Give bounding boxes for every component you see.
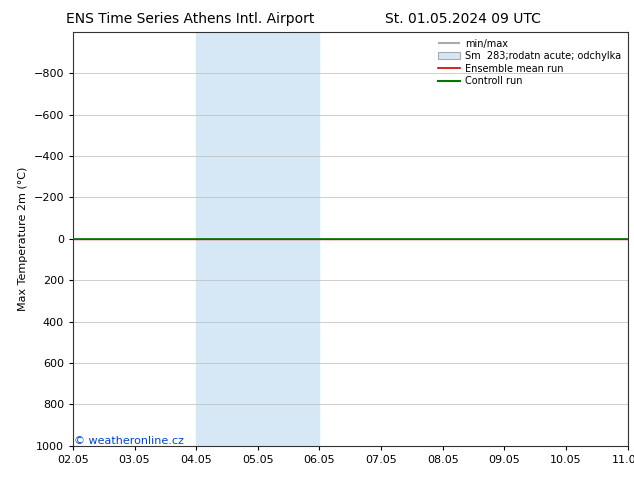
Bar bbox=[628, 32, 634, 446]
Text: ENS Time Series Athens Intl. Airport: ENS Time Series Athens Intl. Airport bbox=[66, 12, 314, 26]
Text: St. 01.05.2024 09 UTC: St. 01.05.2024 09 UTC bbox=[385, 12, 541, 26]
Y-axis label: Max Temperature 2m (°C): Max Temperature 2m (°C) bbox=[18, 167, 28, 311]
Text: © weatheronline.cz: © weatheronline.cz bbox=[74, 436, 183, 446]
Bar bbox=[196, 32, 320, 446]
Legend: min/max, Sm  283;rodatn acute; odchylka, Ensemble mean run, Controll run: min/max, Sm 283;rodatn acute; odchylka, … bbox=[437, 37, 623, 88]
